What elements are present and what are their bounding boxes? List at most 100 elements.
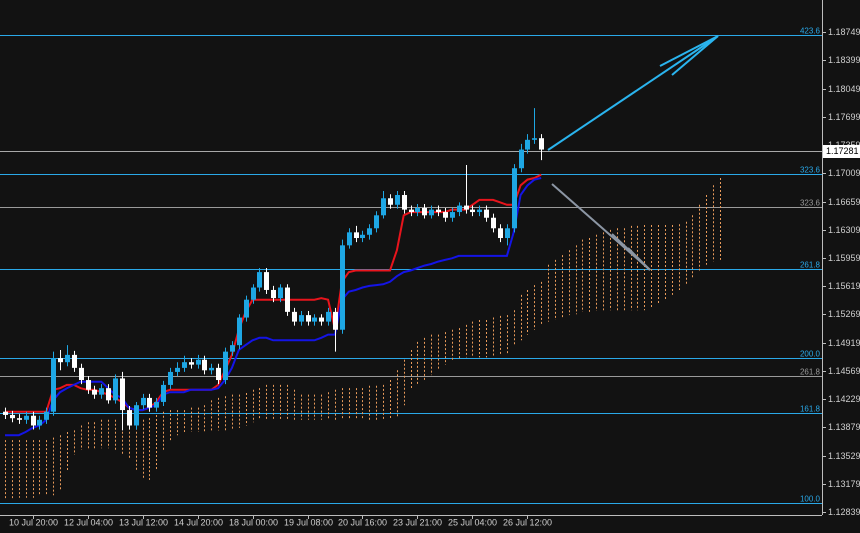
candle-body <box>484 209 489 218</box>
candle-body <box>257 272 262 288</box>
candle-body <box>65 354 70 363</box>
last-price-label: 1.17281 <box>826 146 859 156</box>
candle-body <box>72 354 77 368</box>
y-tick-label: 1.15959 <box>828 253 860 263</box>
x-tick-label: 19 Jul 08:00 <box>284 517 333 527</box>
y-tick-label: 1.16659 <box>828 197 860 207</box>
candle-body <box>395 195 400 205</box>
candle-body <box>244 299 249 318</box>
y-tick-label: 1.13179 <box>828 479 860 489</box>
up-arrow <box>547 35 719 151</box>
level-label: 261.8 <box>800 368 821 377</box>
candle-body <box>319 317 324 322</box>
candle-body <box>443 212 448 218</box>
x-tick-label: 10 Jul 20:00 <box>9 517 58 527</box>
candle-body <box>147 397 152 408</box>
trend-arrows <box>547 35 719 271</box>
y-tick-label: 1.17009 <box>828 168 860 178</box>
candle-body <box>271 289 276 299</box>
last-price-box <box>823 145 860 158</box>
candle-body <box>457 205 462 213</box>
y-tick-label: 1.12839 <box>828 507 860 517</box>
candle-body <box>209 367 214 371</box>
candle-body <box>388 198 393 205</box>
candle-body <box>230 345 235 352</box>
x-tick-label: 20 Jul 16:00 <box>338 517 387 527</box>
candle-body <box>79 367 84 381</box>
candle-body <box>347 232 352 246</box>
candle-body <box>264 272 269 290</box>
candle-body <box>464 205 469 210</box>
candle-body <box>237 317 242 346</box>
candle-body <box>505 228 510 239</box>
candle-body <box>51 358 56 412</box>
indicator-line <box>5 177 542 437</box>
candle-body <box>127 410 132 426</box>
candle-body <box>120 378 125 411</box>
candles <box>3 108 544 431</box>
candle-body <box>31 415 36 426</box>
y-tick-label: 1.14229 <box>828 394 860 404</box>
candle-body <box>498 228 503 239</box>
y-tick-label: 1.18399 <box>828 55 860 65</box>
candle-body <box>415 207 420 213</box>
candle-body <box>182 362 187 368</box>
candle-body <box>539 138 544 150</box>
ichimoku-cloud <box>5 177 721 501</box>
candle-body <box>422 207 427 216</box>
candle-body <box>429 209 434 216</box>
candle-body <box>3 411 8 415</box>
candle-body <box>470 209 475 213</box>
level-label: 100.0 <box>800 495 821 504</box>
down-arrow-head <box>627 247 651 271</box>
candle-body <box>340 245 345 330</box>
candle-body <box>189 362 194 365</box>
candle-body <box>306 315 311 322</box>
y-tick-label: 1.16309 <box>828 225 860 235</box>
candle-body <box>436 209 441 213</box>
x-tick-label: 18 Jul 00:00 <box>229 517 278 527</box>
candle-body <box>367 228 372 235</box>
candle-body <box>58 358 63 363</box>
candle-body <box>512 168 517 229</box>
y-tick-label: 1.15269 <box>828 309 860 319</box>
candle-body <box>450 212 455 218</box>
candle-body <box>525 139 530 150</box>
candle-body <box>44 411 49 420</box>
candle-body <box>251 287 256 300</box>
x-tick-label: 25 Jul 04:00 <box>448 517 497 527</box>
y-tick-label: 1.17359 <box>828 140 860 150</box>
candle-body <box>202 359 207 371</box>
y-tick-label: 1.13879 <box>828 422 860 432</box>
y-tick-label: 1.17699 <box>828 112 860 122</box>
y-tick-label: 1.15619 <box>828 281 860 291</box>
candle-body <box>333 311 338 330</box>
x-tick-label: 14 Jul 20:00 <box>174 517 223 527</box>
x-tick-label: 12 Jul 04:00 <box>64 517 113 527</box>
level-label: 161.8 <box>800 405 821 414</box>
candle-body <box>154 401 159 408</box>
candle-body <box>354 232 359 239</box>
candle-body <box>532 138 537 140</box>
up-arrow-head <box>671 35 719 76</box>
x-tick-label: 26 Jul 12:00 <box>503 517 552 527</box>
candle-body <box>10 414 15 419</box>
candle-body <box>491 217 496 229</box>
candle-body <box>168 371 173 385</box>
candle-body <box>175 367 180 372</box>
candle-body <box>312 317 317 322</box>
candle-body <box>360 234 365 239</box>
y-tick-label: 1.13529 <box>828 451 860 461</box>
candle-body <box>519 149 524 169</box>
candle-body <box>381 198 386 216</box>
candle-body <box>86 380 91 390</box>
candle-body <box>216 367 221 381</box>
candle-body <box>24 415 29 420</box>
candle-body <box>106 388 111 401</box>
level-label: 323.6 <box>800 166 821 175</box>
candle-body <box>374 215 379 229</box>
candle-body <box>92 389 97 395</box>
